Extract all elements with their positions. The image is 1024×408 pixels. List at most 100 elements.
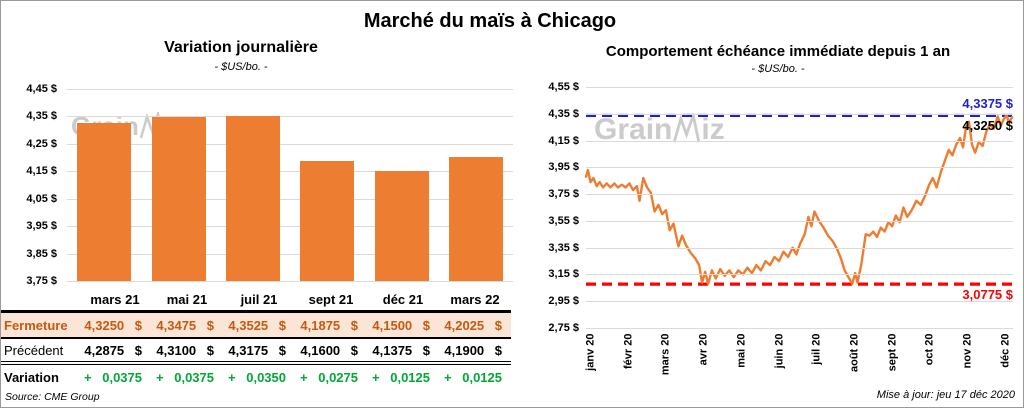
gridline <box>586 274 1013 276</box>
gridline <box>586 328 1013 329</box>
y-tick-label: 4,35 $ <box>26 110 57 123</box>
bar-juil-21 <box>225 115 280 281</box>
y-tick-label: 3,35 $ <box>548 241 579 254</box>
row-label: Précédent <box>4 342 64 358</box>
x-tick-label: déc 20 <box>999 333 1012 368</box>
cell-value: 4,3175 $ <box>228 342 286 358</box>
gridline <box>586 113 1013 115</box>
cell-value: 4,1900 $ <box>444 342 502 358</box>
cell-value: 4,3525 $ <box>228 317 286 333</box>
line-plot-area: Grain iz <box>584 87 1014 329</box>
x-tick-label: sept 20 <box>886 333 899 372</box>
y-tick-label: 2,95 $ <box>548 295 579 308</box>
row-label: Fermeture <box>4 317 68 333</box>
bar-mai-21 <box>151 117 206 281</box>
gridline <box>67 253 513 255</box>
cell-value: 4,2025 $ <box>444 317 502 333</box>
gridline <box>586 140 1013 142</box>
y-tick-label: 3,75 $ <box>548 188 579 201</box>
column-header: mai 21 <box>166 292 208 307</box>
x-tick-label: avr 20 <box>697 333 710 366</box>
bar-mars-22 <box>448 156 503 281</box>
gridline <box>586 167 1013 169</box>
cell-value: 4,3250 $ <box>84 317 142 333</box>
y-tick-label: 3,95 $ <box>26 220 57 233</box>
cell-value: 4,1600 $ <box>300 342 358 358</box>
column-header: déc 21 <box>382 292 424 307</box>
column-header: mars 21 <box>90 292 140 307</box>
y-tick-label: 3,85 $ <box>26 247 57 260</box>
page-title: Marché du maïs à Chicago <box>363 10 617 32</box>
resistance-value-label: 4,3375 $ <box>962 96 1013 111</box>
y-tick-label: 4,05 $ <box>26 192 57 205</box>
gridline <box>67 281 513 282</box>
x-tick-label: mars 20 <box>659 333 672 376</box>
column-header: mars 22 <box>450 292 500 307</box>
gridline <box>67 171 513 173</box>
cell-value: + 0,0350 <box>228 369 286 385</box>
cell-value: + 0,0125 <box>372 369 430 385</box>
gridline <box>586 87 1013 88</box>
cell-value: 4,1500 $ <box>372 317 430 333</box>
bar-chart-subtitle: - $US/bo. - <box>214 61 268 73</box>
price-line-chart <box>584 113 1014 286</box>
x-tick-label: oct 20 <box>923 333 936 366</box>
bar-mars-21 <box>77 123 132 281</box>
x-tick-label: juin 20 <box>773 333 785 369</box>
column-header: sept 21 <box>308 292 354 307</box>
support-value-label: 3,0775 $ <box>962 287 1013 302</box>
cell-value: 4,1375 $ <box>372 342 430 358</box>
y-tick-label: 4,35 $ <box>548 107 579 120</box>
x-tick-label: janv 20 <box>584 333 597 371</box>
table-row-precedent: Précédent 4,2875 $ 4,3100 $ 4,3175 $ 4,1600 … <box>1 339 511 365</box>
table-row-variation: Variation + 0,0375 + 0,0375 + 0,0350 + 0,027… <box>1 365 511 389</box>
gridline <box>67 198 513 200</box>
gridline <box>586 194 1013 196</box>
x-tick-label: mai 20 <box>735 333 748 368</box>
bar-chart-title: Variation journalière <box>164 39 318 56</box>
bar-déc-21 <box>374 171 429 281</box>
cell-value: + 0,0125 <box>444 369 502 385</box>
source-note: Source: CME Group <box>5 391 100 403</box>
column-header: juil 21 <box>240 292 278 307</box>
y-tick-label: 3,95 $ <box>548 161 579 174</box>
bar-sept-21 <box>300 161 355 281</box>
last-close-label: 4,3250 $ <box>962 118 1013 133</box>
gridline <box>586 301 1013 303</box>
y-tick-label: 3,75 $ <box>26 275 57 287</box>
cell-value: 4,2875 $ <box>84 342 142 358</box>
cell-value: 4,1875 $ <box>300 317 358 333</box>
gridline <box>67 143 513 145</box>
price-table: mars 21 mai 21 juil 21 sept 21 déc 21 mars 22… <box>1 289 511 389</box>
cell-value: + 0,0375 <box>156 369 214 385</box>
y-tick-label: 3,15 $ <box>548 268 579 281</box>
x-tick-label: août 20 <box>848 333 861 373</box>
gridline <box>586 220 1013 222</box>
y-tick-label: 4,25 $ <box>26 137 57 150</box>
update-note: Mise à jour: jeu 17 déc 2020 <box>876 389 1015 401</box>
y-tick-label: 2,75 $ <box>548 322 579 334</box>
yearly-trend-panel: Comportement échéance immédiate depuis 1… <box>513 1 1023 407</box>
gridline <box>586 247 1013 249</box>
x-tick-label: févr 20 <box>622 333 635 369</box>
gridline <box>67 116 513 118</box>
gridline <box>67 89 513 90</box>
x-tick-label: nov 20 <box>961 333 974 369</box>
daily-variation-panel: Variation journalière - $US/bo. - Graini… <box>1 1 513 407</box>
gridline <box>67 226 513 228</box>
table-row-fermeture: Fermeture 4,3250 $ 4,3475 $ 4,3525 $ 4,1875 … <box>1 313 511 339</box>
cell-value: 4,3475 $ <box>156 317 214 333</box>
y-tick-label: 4,55 $ <box>548 81 579 93</box>
price-line <box>584 113 1014 286</box>
y-tick-label: 4,15 $ <box>26 165 57 178</box>
x-tick-label: juil 20 <box>810 333 823 365</box>
line-chart-title: Comportement échéance immédiate depuis 1… <box>605 43 951 60</box>
y-tick-label: 4,45 $ <box>26 83 57 95</box>
table-header-row: mars 21 mai 21 juil 21 sept 21 déc 21 mars 22 <box>1 289 511 313</box>
y-tick-label: 4,15 $ <box>548 134 579 147</box>
row-label: Variation <box>4 369 59 385</box>
y-tick-label: 3,55 $ <box>548 214 579 227</box>
line-chart-subtitle: - $US/bo. - <box>751 63 805 75</box>
